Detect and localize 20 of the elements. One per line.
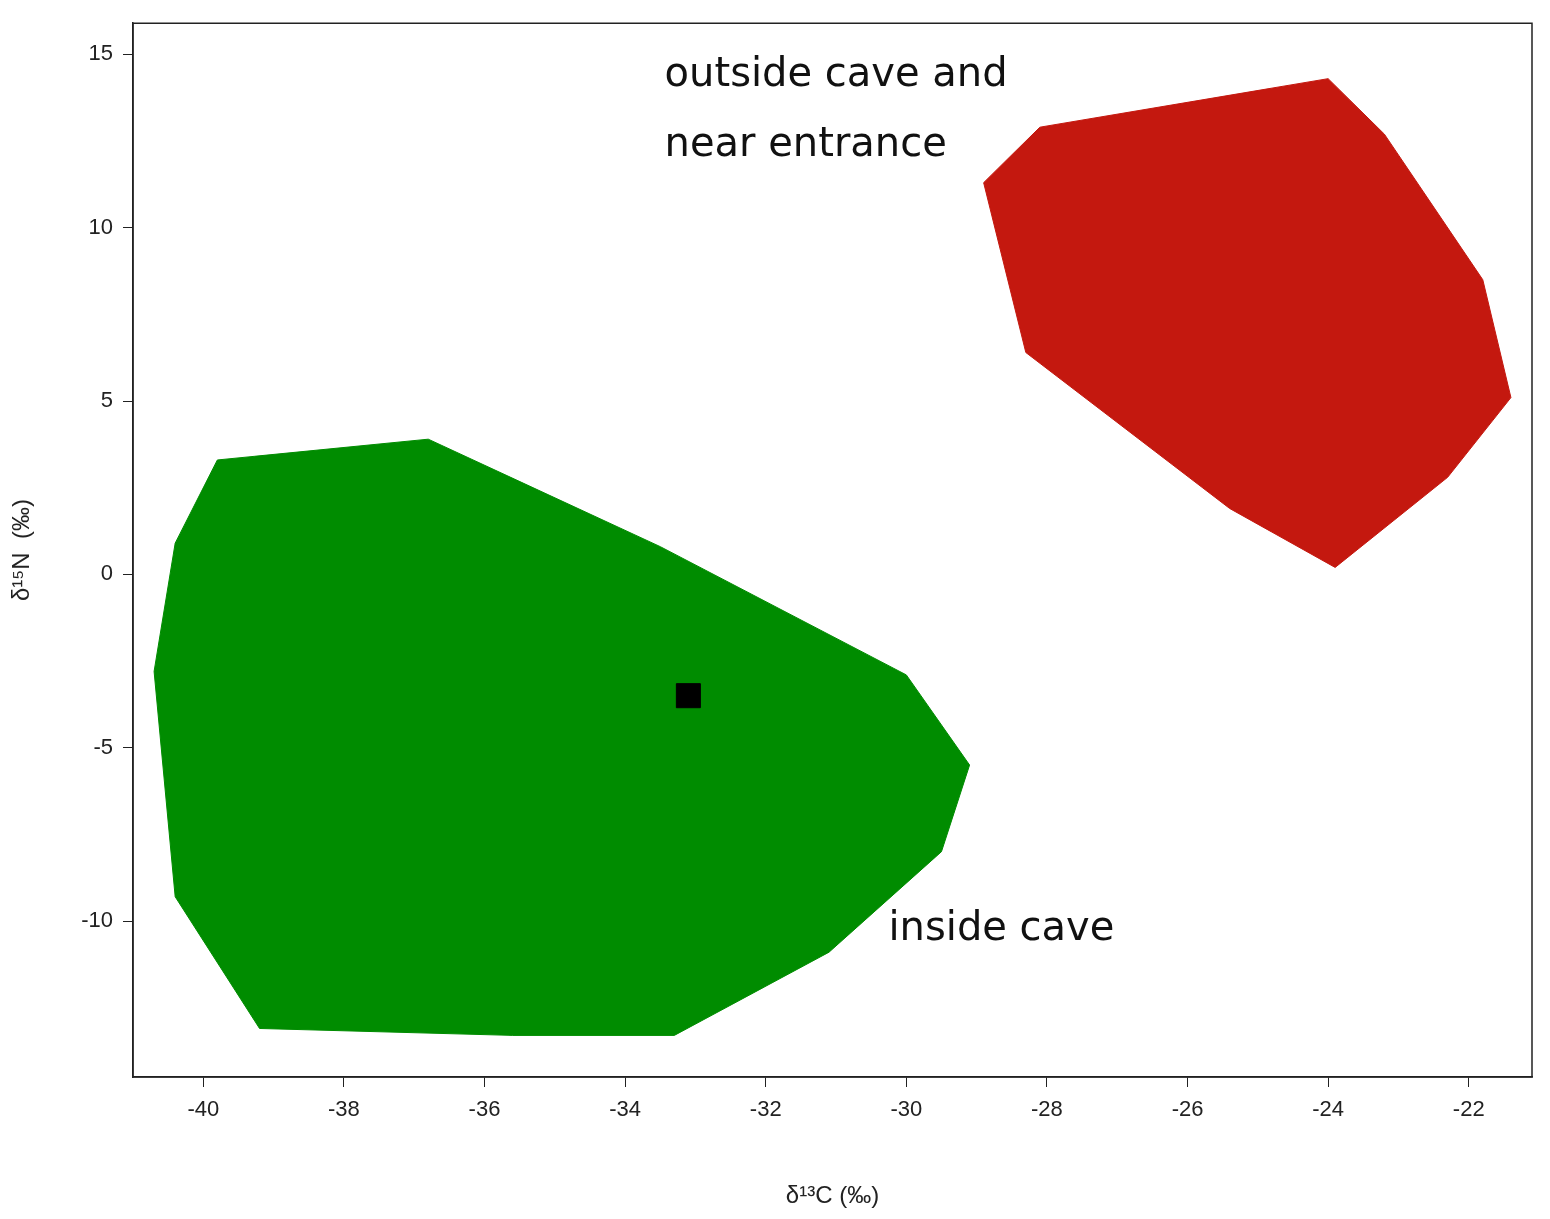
annotation: outside cave and near entrance — [664, 49, 1008, 166]
x-tick-label: -40 — [187, 1096, 220, 1122]
x-tick-label: -26 — [1171, 1096, 1204, 1122]
y-axis-title: δ¹⁵N (‰) — [7, 499, 35, 602]
y-tick-label: -5 — [93, 733, 113, 759]
x-tick-label: -34 — [609, 1096, 642, 1122]
x-axis-title: δ¹³C (‰) — [785, 1181, 880, 1209]
y-tick-label: 0 — [100, 560, 113, 586]
y-tick-label: 5 — [100, 387, 113, 413]
x-tick-label: -22 — [1452, 1096, 1485, 1122]
x-tick-label: -24 — [1312, 1096, 1345, 1122]
y-tick-label: 10 — [88, 213, 113, 239]
x-tick-label: -32 — [749, 1096, 782, 1122]
x-tick-label: -36 — [468, 1096, 501, 1122]
y-tick-label: 15 — [88, 40, 113, 66]
y-tick-label: -10 — [81, 907, 113, 933]
annotation: inside cave — [888, 902, 1115, 949]
x-tick-label: -28 — [1031, 1096, 1063, 1122]
x-tick-label: -38 — [328, 1096, 360, 1122]
x-tick-label: -30 — [890, 1096, 923, 1122]
